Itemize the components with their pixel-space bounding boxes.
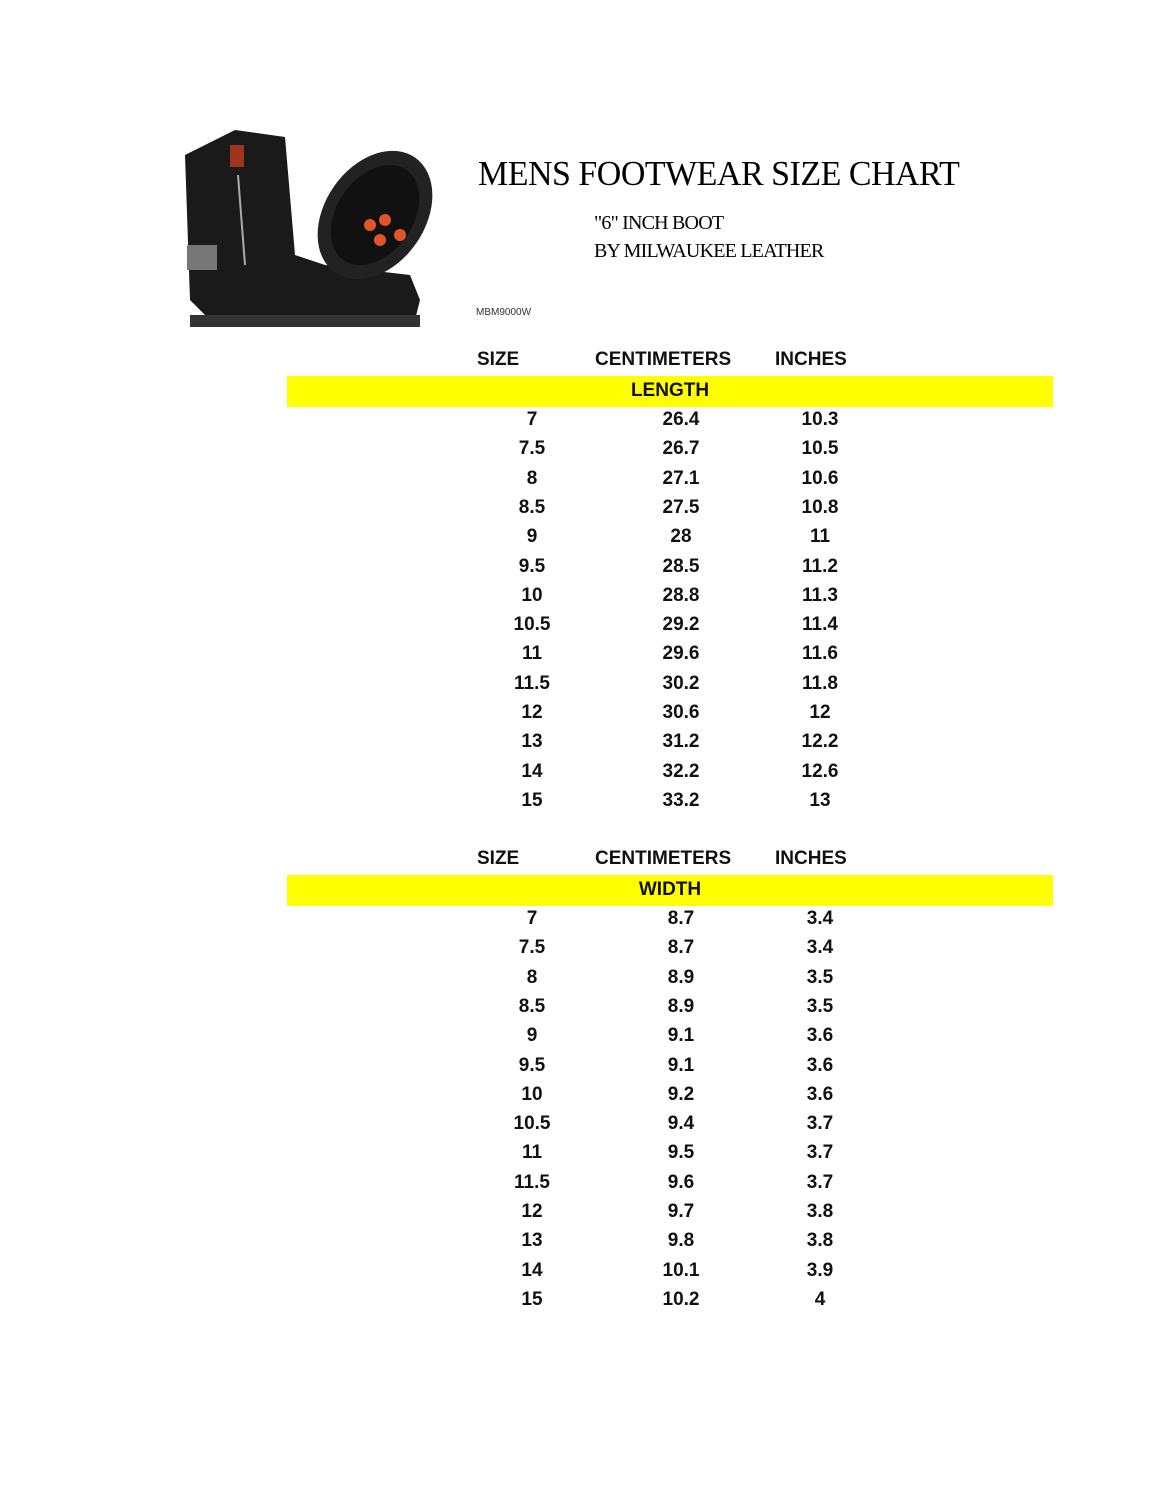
centimeters-cell: 8.9 [667,995,695,1017]
inches-cell: 3.5 [806,966,834,988]
centimeters-cell: 9.2 [667,1083,695,1105]
size-cell: 9.5 [518,1054,546,1076]
section-bar-width: WIDTH [287,875,1053,906]
inches-cell: 3.6 [806,1054,834,1076]
size-cell: 13 [521,1230,543,1252]
centimeters-cell: 28.8 [662,584,700,606]
inches-cell: 11.2 [802,555,838,577]
inches-cell: 10.8 [801,496,839,518]
centimeters-cell: 10.1 [662,1259,700,1281]
inches-cell: 3.5 [806,995,834,1017]
inches-cell: 3.8 [806,1201,834,1222]
inches-cell: 3.4 [806,937,834,959]
size-cell: 11 [521,643,543,665]
column-header-size: SIZE [477,349,520,370]
size-cell: 9.5 [518,555,546,577]
size-cell: 13 [521,731,543,753]
section-bar-length: LENGTH [287,376,1053,407]
centimeters-cell: 29.2 [662,614,700,636]
inches-cell: 12 [809,702,831,723]
inches-cell: 13 [809,789,831,811]
column-header-centimeters: CENTIMETERS [595,848,732,869]
inches-cell: 11.6 [802,643,838,665]
inches-cell: 11.3 [802,584,838,606]
column-header-size: SIZE [477,848,520,869]
size-cell: 7.5 [518,438,546,460]
centimeters-cell: 9.1 [667,1025,695,1047]
size-cell: 10.5 [513,1113,551,1135]
size-cell: 8 [526,467,538,489]
size-cell: 15 [521,1288,543,1310]
size-cell: 10.5 [513,614,551,636]
document-title: MENS FOOTWEAR SIZE CHART [478,154,960,193]
size-cell: 14 [521,1259,543,1281]
inches-cell: 3.7 [806,1171,834,1193]
centimeters-cell: 8.9 [667,966,695,988]
centimeters-cell: 31.2 [662,731,700,753]
centimeters-cell: 27.5 [662,496,700,518]
inches-cell: 3.7 [806,1113,834,1135]
inches-cell: 3.8 [806,1230,834,1252]
size-cell: 7.5 [518,937,546,959]
centimeters-cell: 28 [670,526,692,548]
section-label: WIDTH [638,879,702,900]
inches-cell: 11.8 [802,672,838,694]
column-header-inches: INCHES [775,349,847,370]
size-cell: 10 [521,1083,543,1105]
inches-cell: 3.4 [806,908,834,929]
size-cell: 15 [521,789,543,811]
column-header-centimeters: CENTIMETERS [595,349,732,370]
inches-cell: 12.2 [801,731,839,753]
inches-cell: 3.6 [806,1025,834,1047]
size-cell: 12 [521,1201,543,1222]
centimeters-cell: 32.2 [662,760,700,782]
subtitle-brand: BY MILWAUKEE LEATHER [594,240,824,262]
centimeters-cell: 9.7 [667,1201,695,1222]
size-cell: 11 [521,1142,543,1164]
size-cell: 8.5 [518,496,546,518]
product-code: MBM9000W [476,307,532,318]
centimeters-cell: 9.6 [667,1171,695,1193]
centimeters-cell: 9.1 [667,1054,695,1076]
size-cell: 12 [521,702,543,723]
subtitle-boot-height: "6" INCH BOOT [594,212,724,234]
centimeters-cell: 30.6 [662,702,700,723]
inches-cell: 10.3 [801,409,839,430]
inches-cell: 3.6 [806,1083,834,1105]
centimeters-cell: 29.6 [662,643,700,665]
size-cell: 11.5 [514,1171,550,1193]
inches-cell: 10.5 [801,438,839,460]
inches-cell: 12.6 [801,760,839,782]
inches-cell: 3.7 [806,1142,834,1164]
size-cell: 9 [526,1025,538,1047]
size-cell: 10 [521,584,543,606]
centimeters-cell: 9.8 [667,1230,695,1252]
centimeters-cell: 30.2 [662,672,700,694]
size-cell: 7 [526,409,538,430]
inches-cell: 10.6 [801,467,839,489]
centimeters-cell: 9.4 [667,1113,695,1135]
size-cell: 11.5 [514,672,550,694]
size-cell: 14 [521,760,543,782]
size-cell: 7 [526,908,538,929]
centimeters-cell: 26.4 [662,409,700,430]
centimeters-cell: 28.5 [662,555,700,577]
centimeters-cell: 33.2 [662,789,700,811]
centimeters-cell: 8.7 [667,908,695,929]
centimeters-cell: 8.7 [667,937,695,959]
inches-cell: 11 [809,526,831,548]
centimeters-cell: 27.1 [662,467,700,489]
boots-photo [185,130,433,327]
size-cell: 8 [526,966,538,988]
column-header-inches: INCHES [775,848,847,869]
inches-cell: 3.9 [806,1259,834,1281]
centimeters-cell: 10.2 [662,1288,700,1310]
centimeters-cell: 26.7 [662,438,700,460]
section-label: LENGTH [630,380,710,401]
centimeters-cell: 9.5 [667,1142,695,1164]
size-cell: 8.5 [518,995,546,1017]
inches-cell: 11.4 [802,614,838,636]
size-cell: 9 [526,526,538,548]
inches-cell: 4 [814,1288,826,1310]
